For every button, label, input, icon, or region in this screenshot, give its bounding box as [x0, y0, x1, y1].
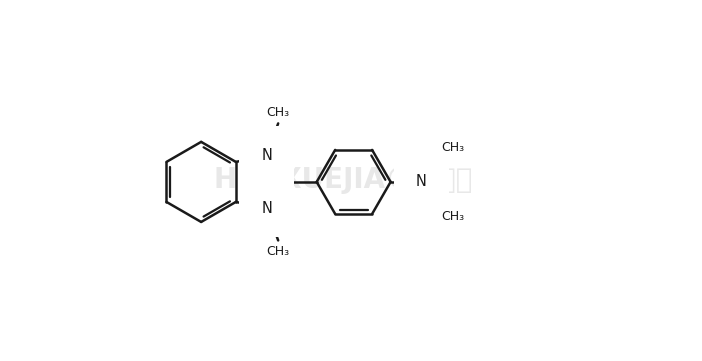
Text: CH₃: CH₃: [442, 210, 465, 223]
Text: HUAXUEJIA® 化学加: HUAXUEJIA® 化学加: [214, 166, 472, 194]
Text: CH₃: CH₃: [442, 141, 465, 154]
Text: N: N: [261, 148, 272, 163]
Text: N: N: [416, 174, 427, 190]
Text: CH₃: CH₃: [267, 245, 290, 258]
Text: CH₃: CH₃: [267, 106, 290, 119]
Text: N: N: [261, 201, 272, 216]
